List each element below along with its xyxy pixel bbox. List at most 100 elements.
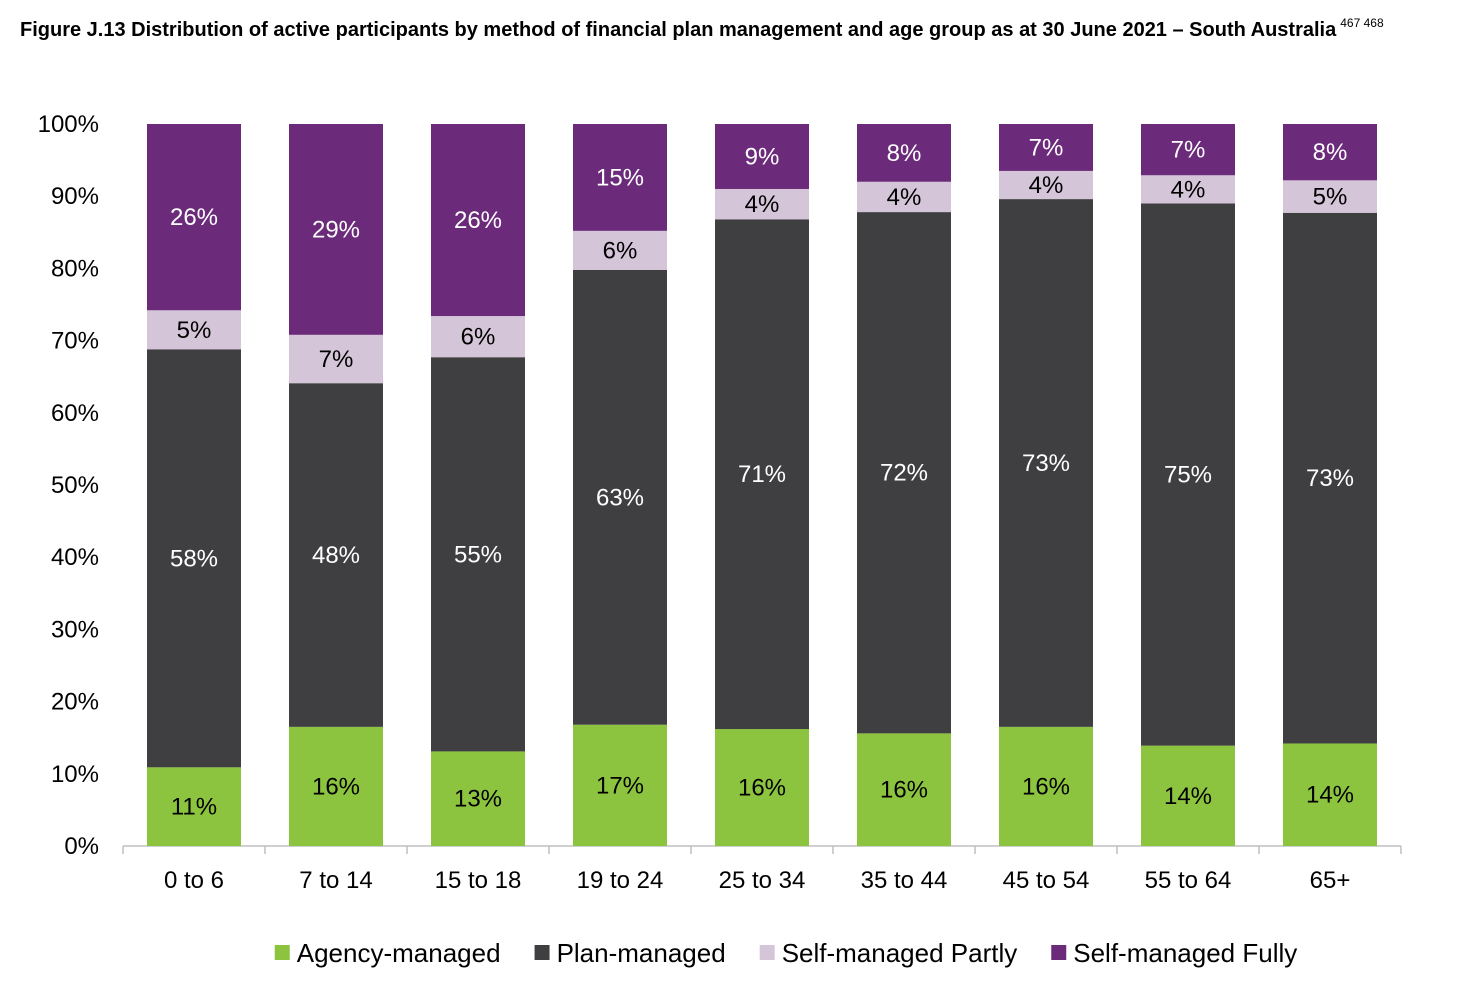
data-label: 7% (1171, 137, 1206, 164)
bar-segment (999, 170, 1093, 200)
bar-segment (857, 733, 951, 846)
bar-segment (999, 124, 1093, 171)
data-label: 8% (887, 140, 922, 167)
data-label: 4% (887, 184, 922, 211)
x-category-label: 65+ (1310, 867, 1351, 894)
y-tick-label: 10% (51, 761, 99, 788)
bar-segment (573, 724, 667, 846)
data-label: 7% (319, 346, 354, 373)
x-category-label: 0 to 6 (164, 867, 224, 894)
data-label: 7% (1029, 134, 1064, 161)
x-category-label: 35 to 44 (861, 867, 948, 894)
figure-title-text: Figure J.13 Distribution of active parti… (20, 19, 1337, 41)
data-label: 13% (454, 786, 502, 813)
y-tick-label: 100% (38, 111, 99, 138)
bar-segment (857, 124, 951, 182)
bar-segment (147, 349, 241, 768)
data-label: 4% (1171, 176, 1206, 203)
data-labels: 11% 58% 5% 26% 16% 48% 7% 29% 13% 55% 6% 26% 17% 63% 6… (170, 134, 1354, 820)
data-label: 48% (312, 542, 360, 569)
bar-segment (715, 219, 809, 730)
legend-item: Self-managed Fully (1051, 938, 1297, 968)
y-tick-label: 30% (51, 616, 99, 643)
legend-label: Agency-managed (297, 938, 501, 968)
data-label: 8% (1313, 139, 1348, 166)
x-category-label: 45 to 54 (1003, 867, 1090, 894)
bar-segment (999, 199, 1093, 727)
y-tick-label: 40% (51, 544, 99, 571)
bar-segment (1141, 203, 1235, 746)
bar-segment (289, 124, 383, 335)
y-tick-label: 20% (51, 689, 99, 716)
bar-segment (289, 334, 383, 384)
data-label: 71% (738, 461, 786, 488)
bar-segment (147, 767, 241, 846)
data-label: 55% (454, 541, 502, 568)
legend-label: Self-managed Partly (782, 938, 1018, 968)
data-label: 11% (171, 794, 217, 821)
data-label: 58% (170, 545, 218, 572)
bar-segment (431, 357, 525, 752)
bar-segment (1141, 124, 1235, 176)
bar-stacks (147, 124, 1377, 846)
bar-segment (1283, 212, 1377, 744)
legend-swatch (1051, 945, 1067, 960)
legend-swatch (534, 945, 550, 960)
x-category-label: 15 to 18 (435, 867, 522, 894)
bar-segment (289, 726, 383, 846)
bar-segment (715, 188, 809, 220)
bar-segment (715, 729, 809, 846)
data-label: 6% (461, 324, 496, 351)
legend-swatch (274, 945, 290, 960)
y-tick-label: 60% (51, 400, 99, 427)
bar-segment (857, 181, 951, 213)
bar-segment (1141, 745, 1235, 846)
data-label: 15% (596, 164, 644, 191)
bar-segment (147, 310, 241, 350)
bar-segment (431, 751, 525, 846)
data-label: 16% (312, 773, 360, 800)
bar-segment (1283, 743, 1377, 846)
figure-title: Figure J.13 Distribution of active parti… (20, 14, 1450, 46)
data-label: 6% (603, 237, 638, 264)
y-tick-label: 80% (51, 255, 99, 282)
y-axis: 0% 10% 20% 30% 40% 50% 60% 70% 80% 90% 100% (38, 111, 99, 860)
legend-label: Plan-managed (557, 938, 726, 968)
data-label: 26% (170, 204, 218, 231)
legend: Agency-managed Plan-managed Self-managed P… (274, 938, 1297, 968)
bar-segment (1283, 124, 1377, 181)
bar-segment (431, 124, 525, 317)
data-label: 9% (745, 143, 780, 170)
figure-footnote-refs: 467 468 (1340, 16, 1384, 30)
bar-segment (573, 269, 667, 725)
y-tick-label: 90% (51, 183, 99, 210)
data-label: 16% (1022, 773, 1070, 800)
data-label: 17% (596, 772, 644, 799)
data-label: 72% (880, 460, 928, 487)
legend-label: Self-managed Fully (1073, 938, 1297, 968)
x-axis: 0 to 6 7 to 14 15 to 18 19 to 24 25 to 34 35 … (122, 845, 1402, 894)
bar-segment (1141, 175, 1235, 204)
x-category-label: 55 to 64 (1145, 867, 1232, 894)
data-label: 16% (880, 777, 928, 804)
x-category-label: 7 to 14 (299, 867, 372, 894)
bar-segment (289, 383, 383, 727)
data-label: 5% (1313, 184, 1348, 211)
bar-segment (431, 316, 525, 358)
data-label: 16% (738, 775, 786, 802)
data-label: 4% (1029, 172, 1064, 199)
bar-segment (999, 726, 1093, 846)
x-category-label: 25 to 34 (719, 867, 806, 894)
data-label: 29% (312, 216, 360, 243)
y-tick-label: 70% (51, 328, 99, 355)
legend-item: Agency-managed (274, 938, 501, 968)
bar-segment (857, 212, 951, 734)
legend-item: Self-managed Partly (759, 938, 1018, 968)
data-label: 63% (596, 484, 644, 511)
data-label: 4% (745, 191, 780, 218)
y-tick-label: 50% (51, 472, 99, 499)
legend-swatch (759, 945, 775, 960)
bar-segment (573, 230, 667, 270)
y-tick-label: 0% (64, 833, 99, 860)
